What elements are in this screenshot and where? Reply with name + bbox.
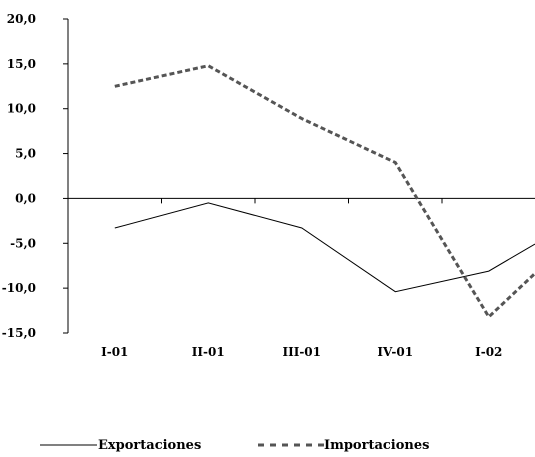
x-tick-label: III-01 xyxy=(282,345,321,359)
x-tick-label: I-01 xyxy=(101,345,128,359)
x-tick-label: II-01 xyxy=(192,345,225,359)
y-tick-label: 5,0 xyxy=(15,147,36,161)
y-tick-label: -5,0 xyxy=(10,236,36,250)
series-lines xyxy=(114,64,535,320)
legend-label-importaciones: Importaciones xyxy=(324,438,429,453)
series-line-exportaciones xyxy=(114,202,535,293)
axes xyxy=(67,19,535,333)
y-tick-label: 20,0 xyxy=(7,12,36,26)
legend-label-exportaciones: Exportaciones xyxy=(98,438,201,453)
x-tick-label: I-02 xyxy=(475,345,502,359)
y-axis-ticks: 20,0 15,0 10,0 5,0 0,0 -5,0 -10,0 -15,0 xyxy=(2,12,68,340)
series-line-importaciones xyxy=(114,64,535,320)
y-tick-label: 0,0 xyxy=(15,191,36,205)
y-tick-label: 15,0 xyxy=(7,57,36,71)
legend: Exportaciones Importaciones xyxy=(40,438,429,453)
y-tick-label: -10,0 xyxy=(2,281,36,295)
x-tick-label: IV-01 xyxy=(377,345,413,359)
y-tick-label: 10,0 xyxy=(7,102,36,116)
y-tick-label: -15,0 xyxy=(2,326,36,340)
x-axis-ticks: I-01 II-01 III-01 IV-01 I-02 xyxy=(67,198,502,359)
